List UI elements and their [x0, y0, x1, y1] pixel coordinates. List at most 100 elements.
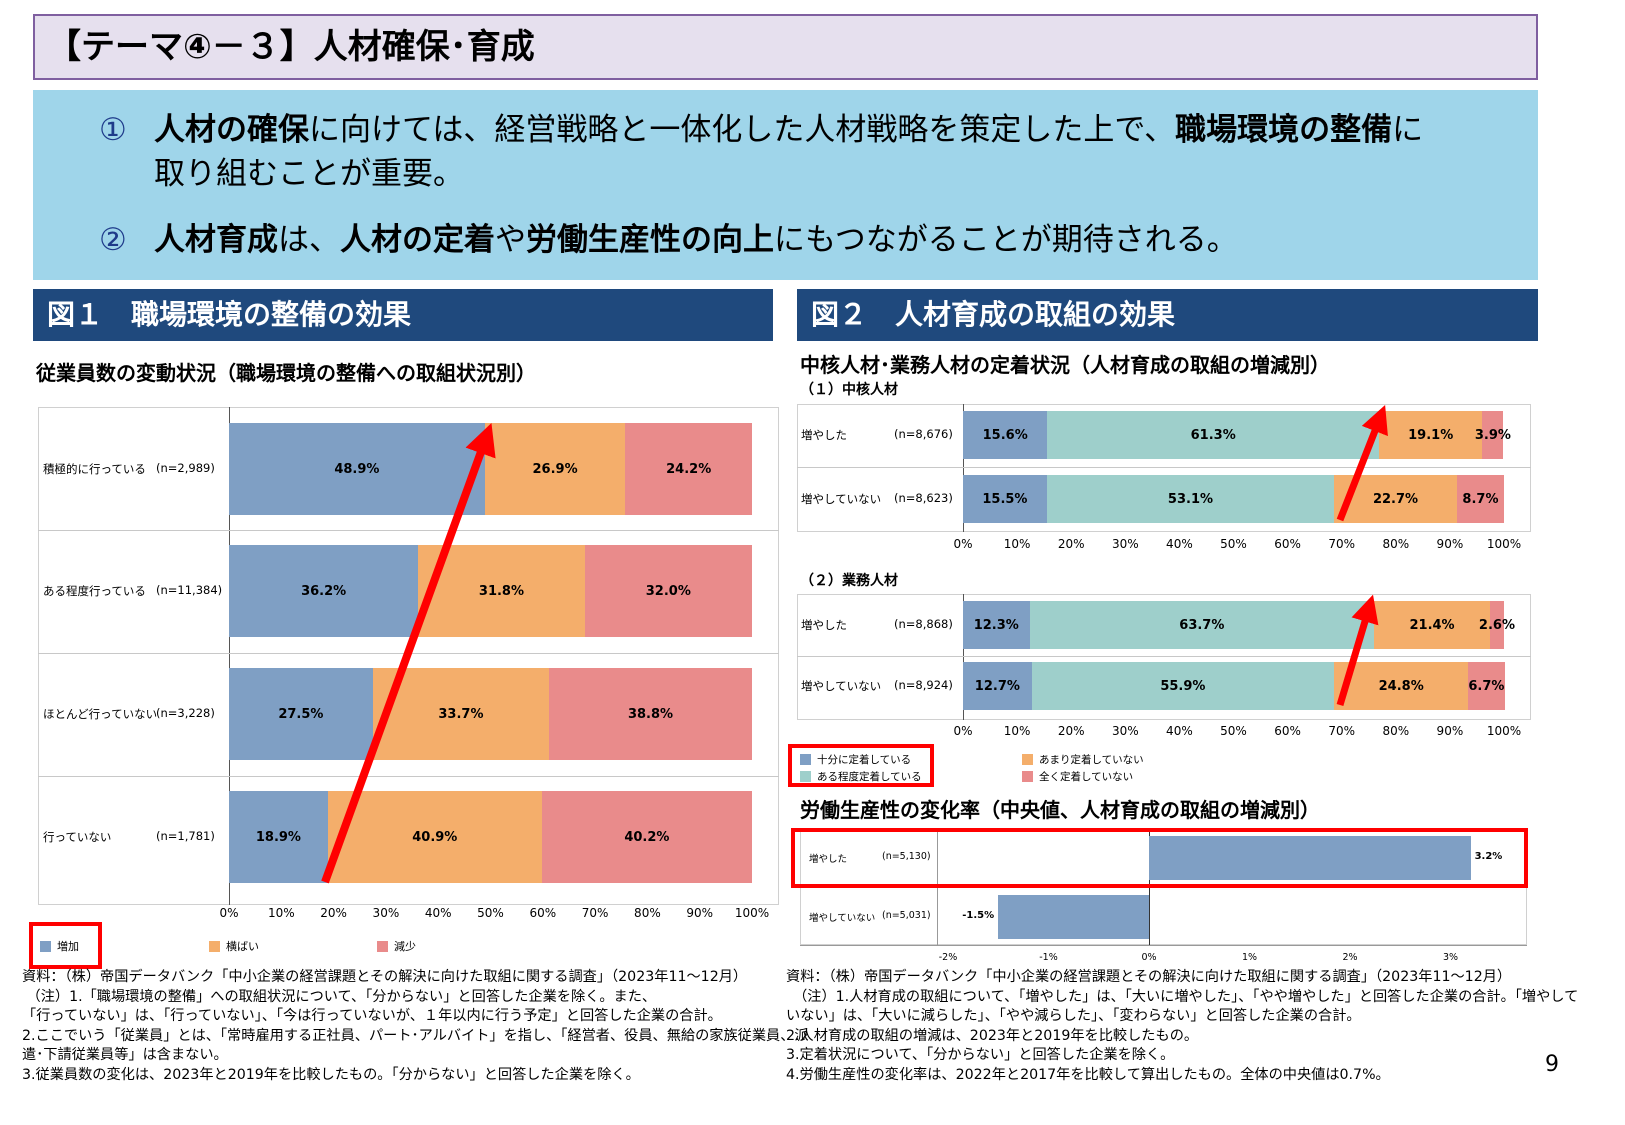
- axis-tick-label: 50%: [477, 906, 504, 920]
- axis-tick-label: 30%: [1111, 724, 1139, 738]
- bar-segment: 12.3%: [963, 601, 1030, 649]
- data-label: 36.2%: [301, 583, 347, 599]
- bar-segment: 19.1%: [1379, 411, 1483, 459]
- data-label: 61.3%: [1190, 427, 1236, 443]
- data-label: 15.5%: [982, 491, 1028, 507]
- data-label: 2.6%: [1478, 617, 1515, 633]
- bar-segment: 31.8%: [418, 545, 585, 637]
- data-label: 40.9%: [412, 829, 458, 845]
- legend-swatch: [800, 754, 811, 765]
- axis-tick-label: 10%: [267, 906, 295, 920]
- highlight-box-productivity-increased: [791, 828, 1528, 888]
- bar-segment: 3.9%: [1475, 411, 1511, 459]
- axis-line: [229, 407, 230, 905]
- footnote-line: 2.人材育成の取組の増減は、2023年と2019年を比較したもの。: [786, 1027, 1199, 1044]
- text: にもつながることが期待される。: [774, 222, 1238, 258]
- axis-tick-label: 20%: [1057, 537, 1085, 551]
- axis-tick-label: 10%: [1003, 724, 1031, 738]
- axis-tick-label: 60%: [1274, 724, 1301, 738]
- x-axis-line: [800, 945, 1527, 946]
- category-label: 増やしていない: [809, 913, 876, 924]
- data-label: 19.1%: [1408, 427, 1454, 443]
- footnote-line: 2.ここでいう「従業員」とは、「常時雇用する正社員、パート･アルバイト」を指し、…: [22, 1027, 809, 1044]
- category-label: 積極的に行っている: [43, 462, 146, 476]
- text: や: [495, 222, 526, 258]
- data-label: 6.7%: [1468, 678, 1505, 694]
- axis-tick-label: 90%: [686, 906, 714, 920]
- bar-segment: 15.5%: [963, 475, 1047, 523]
- bar-segment: 48.9%: [229, 423, 485, 515]
- legend-item: 全く定着していない: [1022, 769, 1133, 784]
- axis-line: [963, 404, 964, 532]
- category-label: ある程度行っている: [43, 584, 146, 598]
- footnote-line: （注）1.「職場環境の整備」への取組状況について、「分からない」と回答した企業を…: [22, 988, 657, 1005]
- row-separator: [797, 655, 1531, 657]
- bar-segment: 40.2%: [541, 791, 752, 883]
- axis-tick-label: 20%: [320, 906, 347, 920]
- emphasis: 職場環境の整備: [1175, 112, 1393, 148]
- axis-tick-label: 100%: [1486, 537, 1522, 551]
- legend-swatch: [800, 771, 811, 782]
- sample-size-label: (n=3,228): [156, 706, 215, 720]
- row-separator: [38, 530, 779, 531]
- emphasis: 人材の確保: [154, 112, 309, 148]
- sample-size-label: (n=8,676): [894, 427, 953, 441]
- trend-arrow-fig1: [321, 422, 496, 884]
- footnote-line: 4.労働生産性の変化率は、2022年と2017年を比較して算出したもの。全体の中…: [786, 1066, 1390, 1083]
- data-label: 53.1%: [1167, 491, 1214, 507]
- data-label: 26.9%: [532, 461, 578, 477]
- axis-tick-label: 80%: [1382, 537, 1410, 551]
- bar-segment: 55.9%: [1031, 662, 1335, 710]
- highlight-box-increase-legend: [29, 922, 102, 969]
- axis-tick-label: 20%: [1057, 724, 1085, 738]
- axis-tick-label: 80%: [1382, 724, 1410, 738]
- legend-swatch: [1022, 754, 1033, 765]
- sample-size-label: (n=5,031): [882, 910, 931, 921]
- data-label: 31.8%: [478, 583, 525, 599]
- bar-segment: 33.7%: [372, 668, 550, 760]
- axis-tick-label: 30%: [1111, 537, 1139, 551]
- emphasis: 人材育成: [154, 222, 278, 258]
- data-label: 63.7%: [1179, 617, 1225, 633]
- row-separator: [797, 467, 1531, 468]
- data-label: 33.7%: [438, 706, 484, 722]
- text: は、: [278, 222, 340, 258]
- bar: [1149, 836, 1471, 880]
- emphasis: 労働生産性の向上: [526, 222, 774, 258]
- bar-segment: 63.7%: [1029, 601, 1375, 649]
- business-talent-subtitle: （２）業務人材: [800, 573, 898, 589]
- category-label: 増やしていない: [801, 492, 882, 506]
- figure1-header: 図１ 職場環境の整備の効果: [33, 289, 773, 341]
- legend-swatch: [1022, 771, 1033, 782]
- data-label: 3.2%: [1474, 851, 1503, 862]
- axis-tick-label: 100%: [1486, 724, 1522, 738]
- bar-segment: 15.6%: [963, 411, 1048, 459]
- axis-tick-label: 0%: [1141, 952, 1157, 963]
- productivity-subtitle: 労働生産性の変化率（中央値、人材育成の取組の増減別）: [800, 798, 1320, 822]
- bar-segment: 12.7%: [963, 662, 1032, 710]
- axis-tick-label: 0%: [953, 537, 973, 551]
- category-label: 増やした: [809, 854, 848, 865]
- page-number: 9: [1545, 1052, 1559, 1077]
- point-number: ②: [99, 222, 127, 258]
- axis-tick-label: 50%: [1220, 537, 1247, 551]
- axis-line: [963, 594, 964, 720]
- category-label: 行っていない: [43, 830, 112, 844]
- data-label: 55.9%: [1160, 678, 1206, 694]
- text: に向けては、経営戦略と一体化した人材戦略を策定した上で、: [309, 112, 1176, 148]
- axis-tick-label: 90%: [1436, 537, 1464, 551]
- axis-tick-label: 40%: [424, 906, 452, 920]
- figure1-subtitle: 従業員数の変動状況（職場環境の整備への取組状況別）: [36, 361, 536, 385]
- category-label: 増やした: [801, 428, 847, 442]
- legend-item: 増加: [40, 938, 79, 954]
- data-label: 38.8%: [627, 706, 674, 722]
- data-label: 32.0%: [645, 583, 691, 599]
- axis-tick-label: -2%: [938, 952, 958, 963]
- axis-tick-label: -1%: [1039, 952, 1058, 963]
- data-label: 18.9%: [255, 829, 301, 845]
- legend-label: 全く定着していない: [1039, 771, 1134, 783]
- text: に: [1392, 112, 1424, 148]
- legend-label: 十分に定着している: [817, 754, 912, 766]
- bar-segment: 61.3%: [1047, 411, 1380, 459]
